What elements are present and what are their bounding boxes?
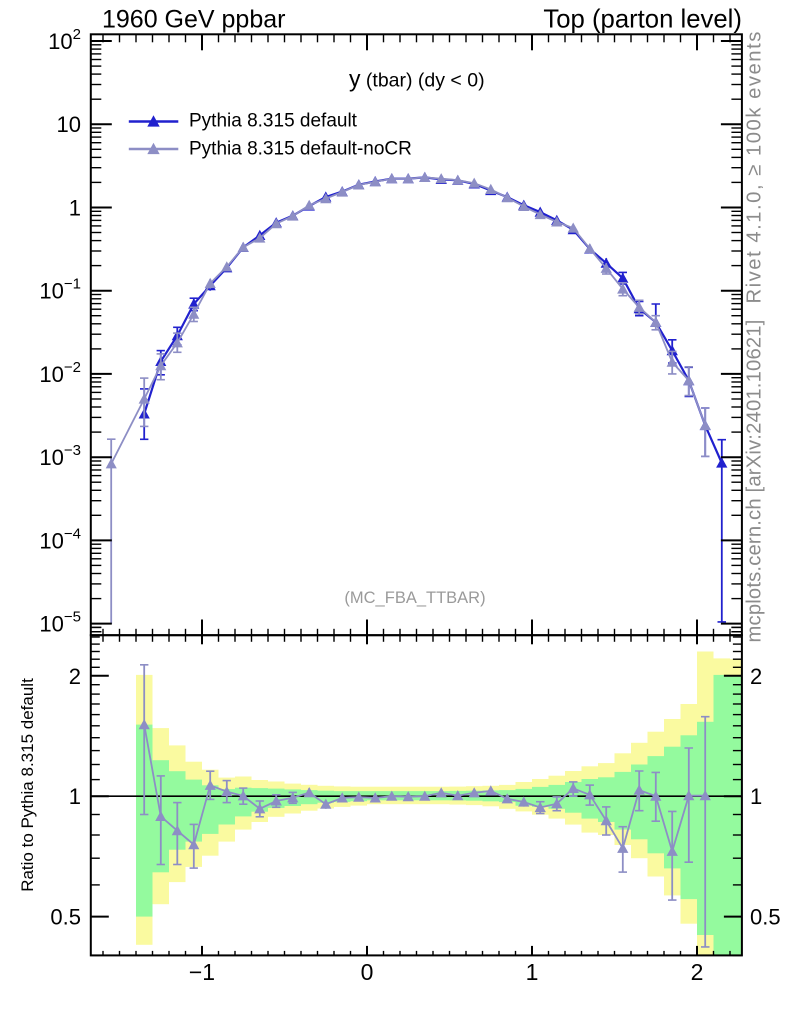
svg-text:Pythia 8.315 default: Pythia 8.315 default: [189, 111, 358, 132]
svg-text:mcplots.cern.ch [arXiv:2401.10: mcplots.cern.ch [arXiv:2401.10621]: [744, 319, 766, 642]
svg-text:0: 0: [361, 959, 374, 985]
svg-text:1960 GeV ppbar: 1960 GeV ppbar: [102, 6, 285, 34]
svg-text:−1: −1: [189, 959, 215, 985]
svg-text:1: 1: [750, 784, 762, 809]
svg-text:2: 2: [691, 959, 704, 985]
svg-text:2: 2: [750, 664, 762, 689]
svg-text:0.5: 0.5: [50, 905, 81, 930]
svg-text:1: 1: [69, 784, 81, 809]
svg-text:(MC_FBA_TTBAR): (MC_FBA_TTBAR): [344, 589, 485, 607]
svg-text:1: 1: [526, 959, 539, 985]
svg-text:1: 1: [69, 196, 81, 221]
svg-text:Ratio to Pythia 8.315 default: Ratio to Pythia 8.315 default: [18, 678, 37, 892]
svg-text:Rivet 4.1.0, ≥ 100k events: Rivet 4.1.0, ≥ 100k events: [744, 30, 766, 303]
svg-text:Top (parton level): Top (parton level): [543, 6, 741, 34]
svg-text:0.5: 0.5: [750, 905, 781, 930]
svg-text:10: 10: [57, 112, 81, 137]
svg-text:10−2: 10−2: [39, 359, 81, 387]
svg-text:Pythia 8.315 default-noCR: Pythia 8.315 default-noCR: [189, 139, 412, 160]
svg-text:y (tbar) (dy < 0): y (tbar) (dy < 0): [349, 66, 485, 92]
svg-text:2: 2: [69, 664, 81, 689]
